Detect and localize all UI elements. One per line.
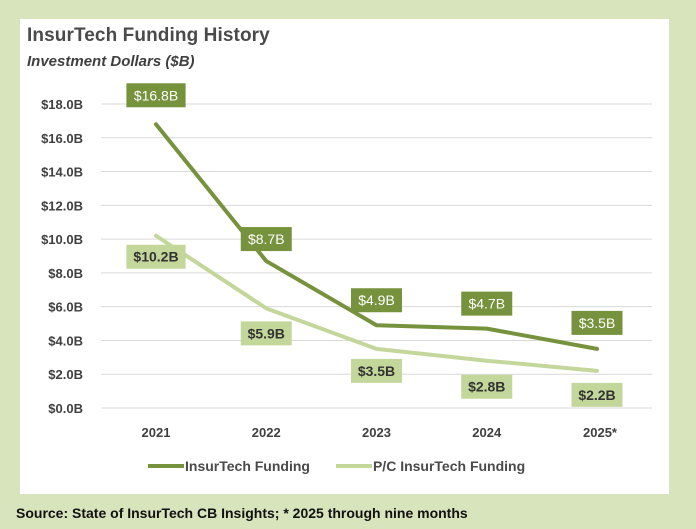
x-tick-label: 2025* — [583, 425, 618, 440]
y-tick-label: $18.0B — [41, 97, 83, 112]
data-label-box — [351, 288, 402, 313]
legend: InsurTech Funding P/C InsurTech Funding — [148, 458, 525, 474]
data-label-box — [126, 244, 186, 269]
data-label: $5.9B — [248, 325, 285, 341]
data-label: $4.9B — [358, 292, 395, 308]
data-label: $3.5B — [579, 315, 616, 331]
y-tick-label: $0.0B — [48, 401, 83, 416]
data-label: $3.5B — [358, 363, 395, 379]
legend-item-insurtech[interactable]: InsurTech Funding — [148, 458, 310, 474]
data-label-box — [351, 358, 402, 383]
y-tick-label: $4.0B — [48, 333, 83, 348]
x-tick-label: 2022 — [252, 425, 281, 440]
data-label: $16.8B — [134, 87, 178, 103]
source-note: Source: State of InsurTech CB Insights; … — [16, 505, 468, 521]
chart-title: InsurTech Funding History — [27, 25, 270, 46]
legend-label-insurtech: InsurTech Funding — [185, 458, 310, 474]
legend-item-pc-insurtech[interactable]: P/C InsurTech Funding — [335, 458, 526, 474]
y-tick-label: $6.0B — [48, 300, 83, 315]
data-label-box — [461, 291, 513, 316]
legend-swatch-insurtech — [148, 464, 184, 468]
data-label-box — [126, 83, 186, 108]
data-label: $4.7B — [468, 296, 505, 312]
data-label-box — [240, 227, 292, 252]
legend-label-pc-insurtech: P/C InsurTech Funding — [372, 458, 526, 474]
series-line-insurtech — [154, 122, 599, 351]
data-label-box — [461, 374, 513, 399]
data-label-box — [571, 382, 623, 407]
y-tick-label: $12.0B — [41, 198, 83, 213]
chart-subtitle: Investment Dollars ($B) — [27, 53, 195, 70]
data-label-box — [240, 321, 292, 346]
data-label: $2.2B — [578, 387, 615, 403]
x-tick-label: 2024 — [472, 425, 502, 440]
data-label: $2.8B — [468, 379, 505, 395]
data-label-box — [571, 310, 623, 335]
x-tick-label: 2023 — [362, 425, 391, 440]
y-tick-label: $14.0B — [41, 165, 83, 180]
data-label: $10.2B — [133, 249, 178, 265]
y-tick-label: $10.0B — [41, 232, 83, 247]
legend-swatch-pc-insurtech — [335, 464, 372, 468]
y-tick-label: $2.0B — [48, 367, 83, 382]
y-tick-label: $8.0B — [48, 266, 83, 281]
data-label: $8.7B — [248, 231, 285, 247]
x-tick-label: 2021 — [142, 425, 171, 440]
y-tick-label: $16.0B — [41, 131, 83, 146]
